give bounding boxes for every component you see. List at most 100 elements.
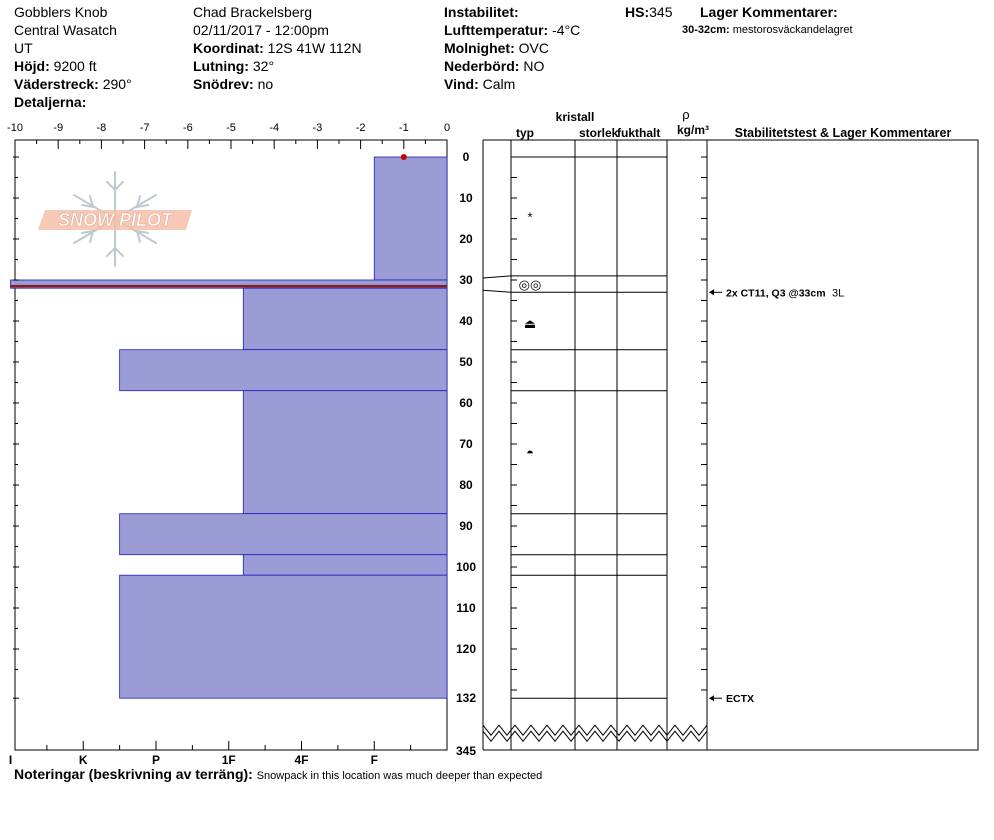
slope-row: Lutning: 32° [193,58,274,74]
stability-arrow-head [709,695,714,702]
hardness-tick-label: P [152,753,160,767]
hardness-layer-bar [119,513,448,556]
wind-value: Calm [482,76,516,92]
coordinate-row: Koordinat: 12S 41W 112N [193,40,362,56]
precip-label: Nederbörd: [444,58,520,74]
depth-axis: 0 10 20 30 40 50 60 70 80 90 100 110 120 132 345 [13,150,707,758]
crystal-symbol: ◓ [526,445,534,460]
depth-tick-label: 80 [459,478,473,492]
crystal-symbol: ◎◎ [519,277,542,292]
hs-row: HS:345 [625,4,672,20]
layer-connector [482,289,512,293]
hardness-tick-label: K [79,753,88,767]
stability-header: Stabilitetstest & Lager Kommentarer [735,126,952,140]
location-name: Gobblers Knob [14,4,108,20]
layer-comment-text: mestorosväckandelagret [732,24,853,36]
type-header: typ [516,126,534,140]
layer-rows [482,156,667,699]
temperature-axis: -10 -9 -8 -7 -6 -5 -4 -3 -2 -1 0 [7,122,450,149]
hardness-layer-bar [242,287,448,351]
stability-tests: 2x CT11, Q3 @33cm 3L ECTX [709,287,844,705]
temp-tick-label: -1 [399,122,409,134]
wind-label: Vind: [444,76,479,92]
depth-tick-label: 30 [459,273,473,287]
aspect-row: Väderstreck: 290° [14,76,132,92]
notes-label: Noteringar (beskrivning av terräng): [14,766,253,782]
cloud-row: Molnighet: OVC [444,40,549,56]
depth-tick-label: 40 [459,314,473,328]
layer-comments-label: Lager Kommentarer: [700,4,838,20]
hardness-layer-bar [242,554,448,576]
depth-tick-label: 20 [459,232,473,246]
hardness-layer-bar [119,349,448,392]
temperature-points [400,154,407,160]
stability-arrow-head [709,289,714,296]
depth-tick-label: 70 [459,437,473,451]
temperature-point [400,154,407,160]
observation-datetime: 02/11/2017 - 12:00pm [193,22,329,38]
aspect-label: Väderstreck: [14,76,99,92]
hardness-tick-label: I [9,753,12,767]
depth-break-marker [482,724,708,743]
precip-row: Nederbörd: NO [444,58,544,74]
hardness-layer-bar [10,279,448,289]
stability-test-extra: 3L [832,287,844,299]
hardness-tick-label: 4F [294,753,308,767]
elevation-value: 9200 ft [53,58,97,74]
depth-tick-label: 132 [456,691,476,705]
aspect-value: 290° [102,76,132,92]
crystal-header: kristall [556,110,595,124]
logo-text: SNOW PILOT [58,210,174,230]
instability-label: Instabilitet: [444,4,519,20]
airtemp-label: Lufttemperatur: [444,22,549,38]
state: UT [14,40,33,56]
hardness-tick-label: F [371,753,378,767]
hardness-layers [10,156,448,699]
temp-tick-label: -9 [53,122,63,134]
temp-tick-label: -8 [97,122,107,134]
temp-tick-label: -4 [269,122,279,134]
airtemp-value: -4°C [552,22,581,38]
crystal-table: kristall typ storlek fukthalt ρ kg/m³ St… [482,107,979,751]
precip-value: NO [523,58,545,74]
observer-name: Chad Brackelsberg [193,4,313,20]
hardness-layer-bar [242,390,448,515]
crystal-symbols: * ◎◎ ⏏ ◓ [519,209,542,460]
drift-value: no [257,76,274,92]
elevation-row: Höjd: 9200 ft [14,58,96,74]
cloud-value: OVC [518,40,549,56]
slope-label: Lutning: [193,58,249,74]
temp-tick-label: -6 [183,122,193,134]
rho-header: ρ [682,107,689,122]
density-unit-header: kg/m³ [677,123,709,137]
temp-tick-label: -3 [313,122,323,134]
temp-tick-label: 0 [444,122,450,134]
layer-connector [482,275,512,279]
stability-test-label: ECTX [726,693,754,705]
depth-tick-label: 10 [459,191,473,205]
temp-tick-label: -2 [356,122,366,134]
crystal-symbol: ⏏ [524,316,536,331]
temp-tick-label: -7 [140,122,150,134]
layer-comment-row: 30-32cm: mestorosväckandelagret [682,24,853,37]
drift-row: Snödrev: no [193,76,273,92]
temp-tick-label: -5 [226,122,236,134]
hardness-layer-bar [373,156,448,281]
notes-text: Snowpack in this location was much deepe… [256,770,543,782]
hardness-tick-label: 1F [222,753,236,767]
temp-tick-label: -10 [7,122,23,134]
notes-row: Noteringar (beskrivning av terräng): Sno… [14,766,542,783]
break-zigzag-top [482,724,708,737]
mountain-range: Central Wasatch [14,22,117,38]
cloud-label: Molnighet: [444,40,515,56]
weak-layer-marker [10,284,447,288]
break-zigzag-bottom [482,730,708,743]
depth-tick-label: 120 [456,642,476,656]
logo-banner [38,210,192,230]
hs-label: HS: [625,4,650,20]
coordinate-value: 12S 41W 112N [267,40,362,56]
slope-value: 32° [252,58,275,74]
snowpilot-logo: SNOW PILOT [38,171,192,267]
depth-tick-label: 90 [459,519,473,533]
